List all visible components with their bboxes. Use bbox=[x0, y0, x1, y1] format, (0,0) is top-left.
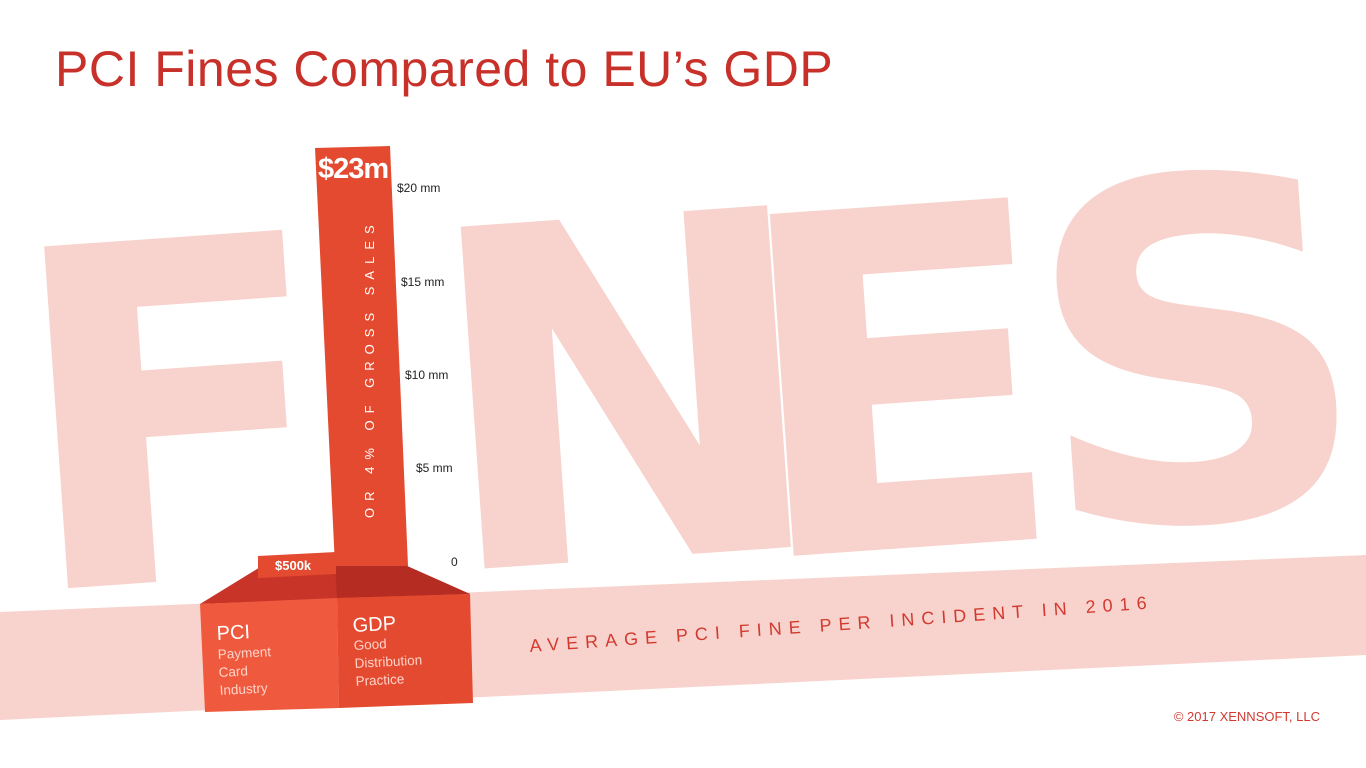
base-front-gdp bbox=[337, 594, 473, 708]
copyright: © 2017 XENNSOFT, LLC bbox=[1173, 709, 1320, 724]
category-label-gdp: GDP bbox=[352, 613, 396, 637]
chart-title: PCI Fines Compared to EU’s GDP bbox=[55, 41, 834, 97]
category-sublabel-pci: Payment bbox=[217, 644, 271, 662]
value-label-gdp: $23m bbox=[318, 153, 388, 185]
category-label-pci: PCI bbox=[216, 621, 250, 645]
category-sublabel-gdp: Distribution bbox=[354, 652, 422, 671]
bar-gdp bbox=[315, 146, 408, 566]
category-sublabel-gdp: Good bbox=[353, 636, 387, 653]
gdp-annotation: OR 4% OF GROSS SALES bbox=[362, 218, 377, 518]
category-sublabel-pci: Industry bbox=[219, 680, 268, 698]
y-axis: $20 mm $15 mm $10 mm $5 mm 0 bbox=[397, 181, 458, 569]
category-pci: PCI Payment Card Industry bbox=[216, 621, 271, 698]
background-letter-s: S bbox=[1010, 72, 1366, 641]
y-tick-label: 0 bbox=[451, 555, 458, 569]
base-front-pci bbox=[200, 598, 339, 712]
y-tick-label: $10 mm bbox=[405, 368, 448, 382]
category-sublabel-gdp: Practice bbox=[355, 671, 404, 689]
category-sublabel-pci: Card bbox=[218, 663, 248, 680]
base-top-face-right bbox=[335, 566, 470, 598]
base-block bbox=[200, 566, 473, 712]
y-tick-label: $20 mm bbox=[397, 181, 440, 195]
value-label-pci: $500k bbox=[275, 558, 312, 573]
category-gdp: GDP Good Distribution Practice bbox=[352, 613, 422, 689]
bar-pci bbox=[258, 552, 336, 578]
y-tick-label: $15 mm bbox=[401, 275, 444, 289]
background-word: F N E S bbox=[0, 72, 1366, 702]
y-tick-label: $5 mm bbox=[416, 461, 453, 475]
